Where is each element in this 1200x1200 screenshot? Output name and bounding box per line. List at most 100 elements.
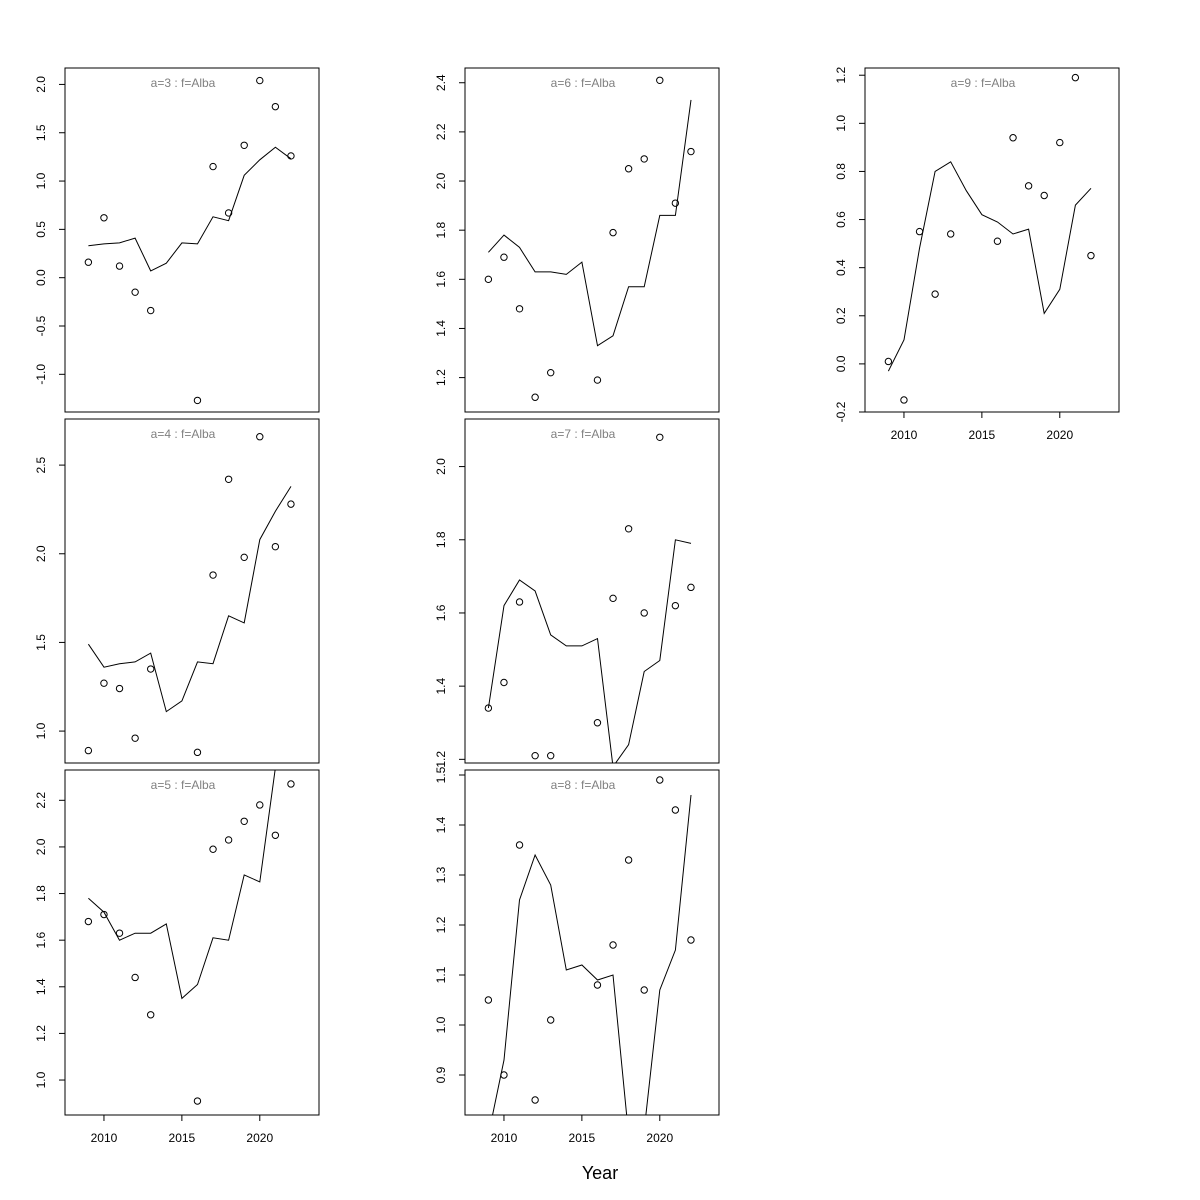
fitted-line [487, 539, 692, 763]
panel-a6: 1.2 1.4 1.6 1.8 2.0 2.2 2.4 a=6 : f=Alba [434, 67, 720, 413]
y-tick-label: 1.2 [434, 751, 448, 768]
observed-point [640, 609, 648, 617]
observed-point [240, 141, 248, 150]
observed-point [256, 76, 264, 85]
observed-point [593, 981, 602, 989]
y-tick-label: 1.0 [34, 1071, 48, 1088]
x-axis-label: Year [582, 1163, 618, 1183]
y-tick-label: 1.8 [434, 531, 448, 548]
observed-point [656, 76, 664, 84]
observed-point [500, 253, 508, 261]
y-tick-label: -1.0 [34, 364, 48, 385]
observed-point [100, 679, 108, 687]
observed-point [1024, 182, 1033, 190]
observed-point [547, 1016, 555, 1024]
y-tick-label: 1.0 [34, 722, 48, 739]
y-tick-label: 1.8 [34, 885, 48, 902]
y-tick-label: 2.2 [34, 792, 48, 809]
observed-point [271, 102, 280, 111]
observed-point [624, 525, 633, 533]
panel-a9: -0.2 0.0 0.2 0.4 0.6 0.8 1.0 1.2 2010 2015 2020 a=9… [834, 67, 1120, 442]
y-tick-label: 2.5 [34, 456, 48, 473]
fitted-line [88, 770, 276, 1000]
observed-point [209, 162, 217, 171]
observed-point [915, 227, 924, 236]
x-tick-label: 2020 [1046, 428, 1073, 442]
observed-point [84, 917, 93, 926]
observed-point [224, 836, 233, 844]
fitted-line [88, 146, 292, 272]
y-tick-label: 1.5 [434, 766, 448, 783]
observed-point [287, 152, 295, 160]
plot-frame [864, 67, 1120, 413]
y-tick-label: 1.5 [34, 634, 48, 651]
panel-label: a=6 : f=Alba [551, 76, 616, 90]
x-tick-label: 2015 [569, 1131, 596, 1145]
observed-point [193, 748, 202, 757]
observed-point [147, 1011, 155, 1019]
observed-point [687, 583, 695, 592]
observed-point [287, 500, 295, 508]
plot-frame [464, 769, 720, 1116]
x-tick-label: 2020 [246, 1131, 273, 1145]
x-tick-label: 2015 [169, 1131, 196, 1145]
observed-point [547, 751, 555, 760]
panel-label: a=7 : f=Alba [551, 427, 616, 441]
y-tick-label: 0.6 [834, 211, 848, 228]
observed-point [884, 357, 893, 366]
panel-a8: 0.9 1.0 1.1 1.2 1.3 1.4 1.5 2010 2015 2020 a=8 : f… [434, 766, 720, 1145]
y-tick-label: 1.4 [434, 320, 448, 337]
plot-frame [64, 769, 320, 1116]
observed-point [131, 288, 139, 296]
observed-point [287, 780, 295, 788]
panels: -1.0-0.50.00.51.01.52.0 a=3 : f=Alba1.01.… [34, 67, 1120, 1145]
observed-point [593, 376, 602, 384]
observed-point [256, 801, 264, 809]
observed-point [193, 1097, 202, 1105]
observed-point [1040, 191, 1048, 200]
panel-label: a=9 : f=Alba [951, 76, 1016, 90]
panel-label: a=3 : f=Alba [151, 76, 216, 90]
y-tick-label: 2.0 [34, 76, 48, 93]
y-tick-label: 0.8 [834, 163, 848, 180]
y-tick-label: 0.0 [834, 355, 848, 372]
panel-a3: -1.0 -0.5 0.0 0.5 1.0 1.5 2.0 a=3 : f=Alba [34, 67, 320, 413]
y-tick-label: 2.2 [434, 123, 448, 140]
y-tick-label: 1.2 [834, 67, 848, 84]
y-tick-label: 1.0 [34, 172, 48, 189]
y-tick-label: 1.0 [834, 115, 848, 132]
observed-point [100, 910, 108, 919]
x-tick-label: 2020 [646, 1131, 673, 1145]
observed-point [531, 1096, 539, 1104]
y-tick-label: 1.0 [434, 1016, 448, 1033]
observed-point [193, 396, 202, 405]
plot-frame [464, 418, 720, 764]
observed-point [500, 678, 508, 687]
y-tick-label: 1.6 [34, 932, 48, 949]
observed-point [687, 936, 695, 944]
panel-label: a=5 : f=Alba [151, 778, 216, 792]
y-tick-label: 2.0 [34, 545, 48, 562]
y-tick-label: 2.4 [434, 74, 448, 91]
x-tick-label: 2010 [91, 1131, 118, 1145]
x-tick-label: 2010 [491, 1131, 518, 1145]
observed-point [900, 396, 908, 404]
observed-point [240, 817, 248, 825]
x-tick-label: 2010 [891, 428, 918, 442]
observed-point [115, 262, 124, 270]
observed-point [500, 1071, 508, 1079]
y-tick-label: 0.9 [434, 1066, 448, 1083]
observed-point [271, 831, 280, 839]
fitted-line [492, 794, 692, 1115]
observed-point [640, 986, 648, 994]
y-tick-label: 1.3 [434, 866, 448, 883]
observed-point [224, 475, 233, 483]
observed-point [624, 856, 633, 864]
y-tick-label: 1.2 [34, 1025, 48, 1042]
y-tick-label: 1.6 [434, 604, 448, 621]
y-tick-label: 0.5 [34, 221, 48, 238]
y-tick-label: 1.2 [434, 369, 448, 386]
observed-point [609, 228, 617, 237]
panel-a5: 1.0 1.2 1.4 1.6 1.8 2.0 2.2 2010 2015 2020 a=5 : f… [34, 769, 320, 1145]
